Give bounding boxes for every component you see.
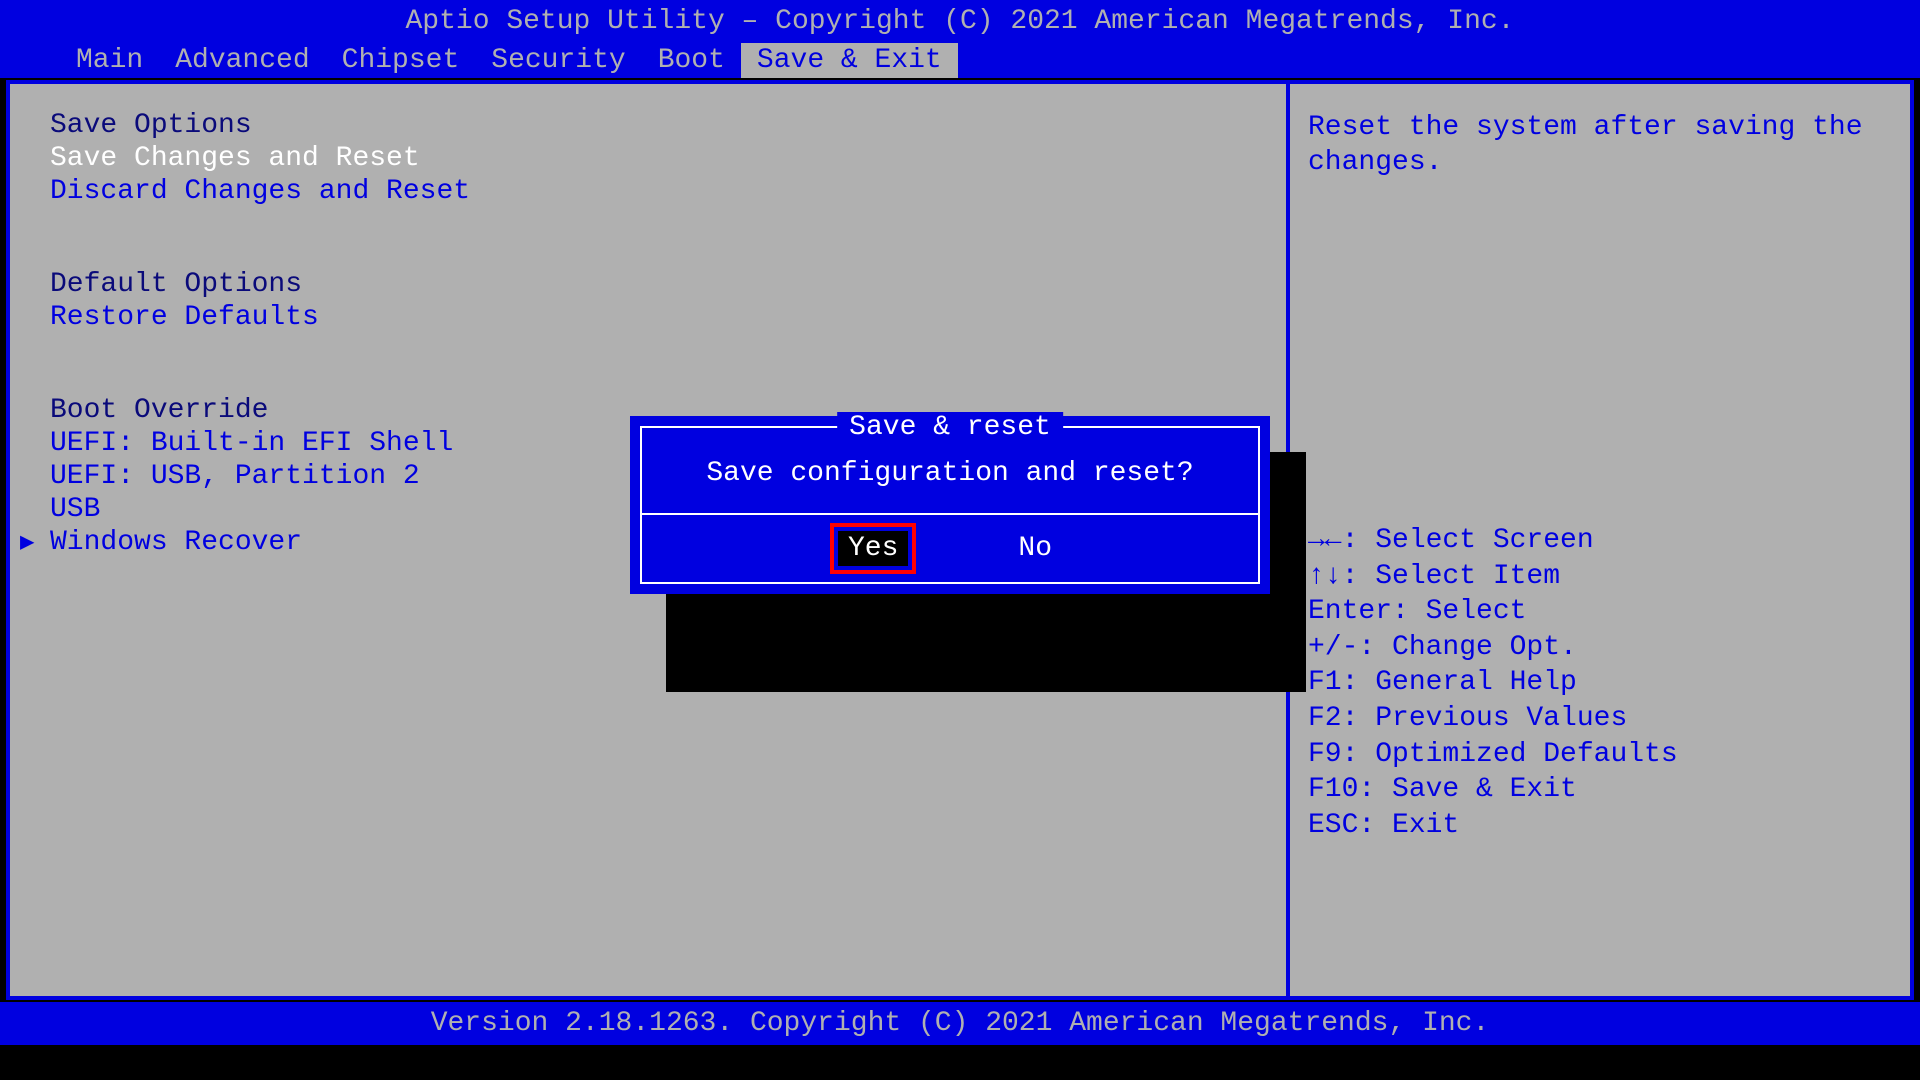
- tabs-bar: Main Advanced Chipset Security Boot Save…: [0, 43, 1920, 78]
- key-change-opt: +/-: Change Opt.: [1308, 631, 1678, 665]
- tab-boot[interactable]: Boot: [642, 43, 741, 78]
- key-enter: Enter: Select: [1308, 595, 1678, 629]
- item-save-reset[interactable]: Save Changes and Reset: [50, 143, 1246, 174]
- tab-save-exit[interactable]: Save & Exit: [741, 43, 958, 78]
- right-panel: Reset the system after saving the change…: [1290, 84, 1910, 996]
- key-f1: F1: General Help: [1308, 666, 1678, 700]
- key-bindings: →←: Select Screen ↑↓: Select Item Enter:…: [1308, 524, 1678, 844]
- tab-advanced[interactable]: Advanced: [159, 43, 325, 78]
- tab-security[interactable]: Security: [475, 43, 641, 78]
- key-f2: F2: Previous Values: [1308, 702, 1678, 736]
- help-text: Reset the system after saving the change…: [1308, 110, 1892, 180]
- dialog-inner: Save & reset Save configuration and rese…: [640, 426, 1260, 584]
- header-title: Aptio Setup Utility – Copyright (C) 2021…: [406, 6, 1515, 37]
- item-restore-defaults[interactable]: Restore Defaults: [50, 302, 1246, 333]
- bios-footer: Version 2.18.1263. Copyright (C) 2021 Am…: [0, 1002, 1920, 1045]
- dialog-yes-button[interactable]: Yes: [838, 531, 908, 566]
- dialog-title: Save & reset: [837, 412, 1063, 443]
- tab-main[interactable]: Main: [60, 43, 159, 78]
- dialog-no-button[interactable]: No: [1008, 531, 1062, 566]
- item-discard-reset[interactable]: Discard Changes and Reset: [50, 176, 1246, 207]
- key-select-item: ↑↓: Select Item: [1308, 560, 1678, 594]
- section-save-options: Save Options: [50, 110, 1246, 141]
- dialog-buttons: Yes No: [642, 515, 1258, 582]
- key-select-screen: →←: Select Screen: [1308, 524, 1678, 558]
- key-f9: F9: Optimized Defaults: [1308, 738, 1678, 772]
- bios-header: Aptio Setup Utility – Copyright (C) 2021…: [0, 0, 1920, 43]
- confirm-dialog: Save & reset Save configuration and rese…: [630, 416, 1270, 594]
- key-f10: F10: Save & Exit: [1308, 773, 1678, 807]
- footer-text: Version 2.18.1263. Copyright (C) 2021 Am…: [431, 1008, 1490, 1039]
- tab-chipset[interactable]: Chipset: [326, 43, 476, 78]
- submenu-arrow-icon: ▶: [20, 527, 34, 557]
- section-default-options: Default Options: [50, 269, 1246, 300]
- key-esc: ESC: Exit: [1308, 809, 1678, 843]
